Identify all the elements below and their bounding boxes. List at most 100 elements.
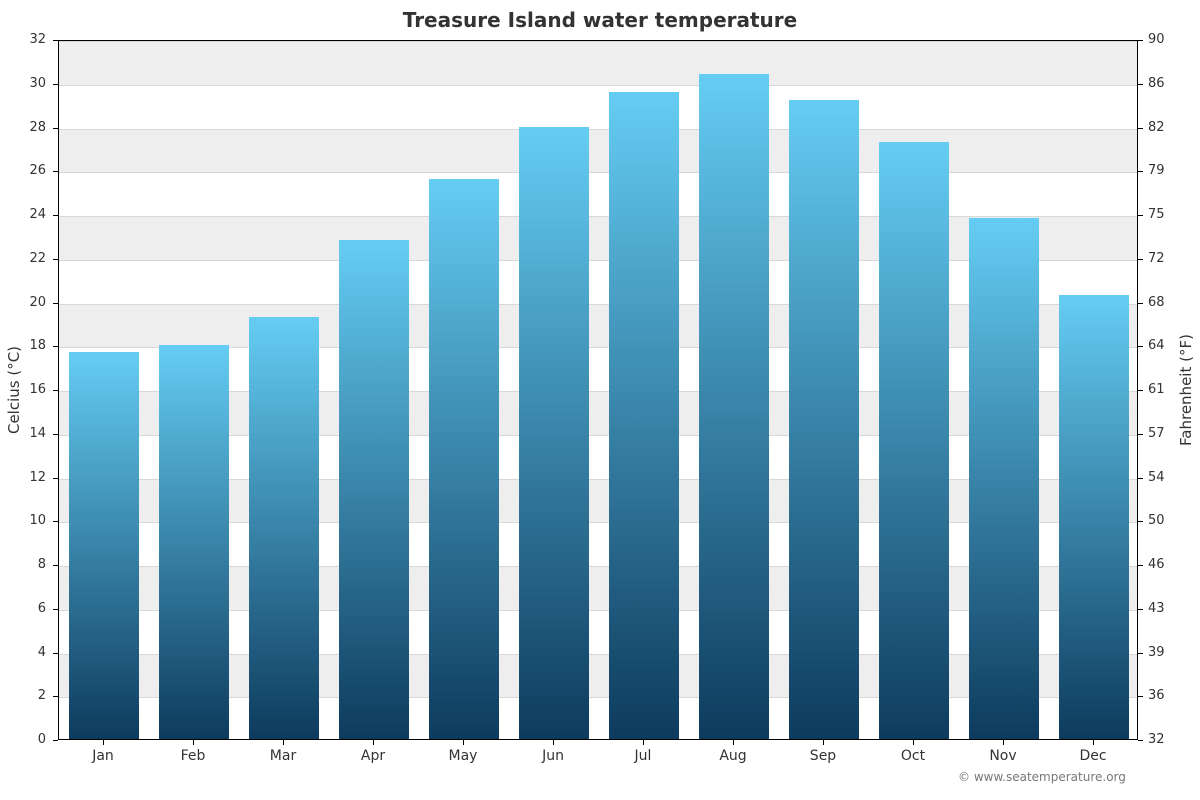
ytick-left: 14 [0,427,46,440]
ytick-left: 30 [0,77,46,90]
ytick-right: 43 [1148,602,1165,615]
ytick-left: 8 [0,558,46,571]
xtick: Oct [901,748,925,764]
y-axis-right-label: Fahrenheit (°F) [1177,334,1195,446]
grid-line [59,172,1138,173]
tickmark-right [1138,653,1143,654]
ytick-right: 32 [1148,733,1165,746]
ytick-right: 72 [1148,252,1165,265]
tickmark-right [1138,696,1143,697]
chart-credit: © www.seatemperature.org [958,770,1126,784]
ytick-right: 61 [1148,383,1165,396]
bar-aug [699,74,769,739]
ytick-left: 22 [0,252,46,265]
tickmark-left [53,434,58,435]
tickmark-right [1138,565,1143,566]
tickmark-left [53,215,58,216]
tickmark-right [1138,390,1143,391]
ytick-right: 79 [1148,164,1165,177]
tickmark-left [53,84,58,85]
xtick: Dec [1079,748,1106,764]
ytick-left: 10 [0,514,46,527]
grid-line [59,85,1138,86]
ytick-left: 28 [0,121,46,134]
ytick-left: 6 [0,602,46,615]
tickmark-bottom [913,740,914,745]
tickmark-right [1138,215,1143,216]
tickmark-bottom [283,740,284,745]
xtick: Feb [181,748,206,764]
tickmark-left [53,696,58,697]
bar-nov [969,218,1039,739]
ytick-right: 86 [1148,77,1165,90]
xtick: Nov [989,748,1016,764]
tickmark-right [1138,259,1143,260]
xtick: Sep [810,748,836,764]
ytick-right: 57 [1148,427,1165,440]
tickmark-bottom [1093,740,1094,745]
tickmark-bottom [643,740,644,745]
tickmark-right [1138,171,1143,172]
grid-line [59,216,1138,217]
xtick: Jul [635,748,652,764]
tickmark-left [53,478,58,479]
xtick: Mar [270,748,296,764]
tickmark-bottom [373,740,374,745]
ytick-left: 16 [0,383,46,396]
ytick-left: 20 [0,296,46,309]
tickmark-left [53,740,58,741]
chart-container: { "chart": { "type": "bar", "title": "Tr… [0,0,1200,800]
ytick-left: 4 [0,646,46,659]
ytick-right: 46 [1148,558,1165,571]
bar-mar [249,317,319,739]
ytick-left: 0 [0,733,46,746]
ytick-right: 68 [1148,296,1165,309]
tickmark-left [53,346,58,347]
ytick-left: 12 [0,471,46,484]
tickmark-right [1138,40,1143,41]
ytick-right: 64 [1148,339,1165,352]
tickmark-left [53,565,58,566]
tickmark-right [1138,128,1143,129]
tickmark-right [1138,740,1143,741]
xtick: Aug [719,748,746,764]
grid-band [59,41,1138,85]
bar-apr [339,240,409,739]
xtick: Jun [542,748,564,764]
tickmark-left [53,653,58,654]
xtick: May [449,748,478,764]
xtick: Apr [361,748,385,764]
tickmark-right [1138,521,1143,522]
tickmark-left [53,40,58,41]
grid-line [59,129,1138,130]
bar-sep [789,100,859,739]
ytick-left: 26 [0,164,46,177]
ytick-right: 50 [1148,514,1165,527]
ytick-right: 75 [1148,208,1165,221]
tickmark-bottom [733,740,734,745]
bar-oct [879,142,949,739]
tickmark-bottom [193,740,194,745]
tickmark-left [53,390,58,391]
tickmark-bottom [553,740,554,745]
ytick-right: 54 [1148,471,1165,484]
grid-band [59,129,1138,173]
tickmark-right [1138,478,1143,479]
tickmark-right [1138,84,1143,85]
chart-title: Treasure Island water temperature [0,8,1200,32]
tickmark-bottom [463,740,464,745]
tickmark-left [53,128,58,129]
ytick-right: 36 [1148,689,1165,702]
bar-jun [519,127,589,740]
xtick: Jan [92,748,114,764]
ytick-left: 32 [0,33,46,46]
bar-may [429,179,499,739]
bar-jul [609,92,679,740]
plot-right-border [1137,41,1138,739]
tickmark-right [1138,434,1143,435]
bar-dec [1059,295,1129,739]
ytick-left: 24 [0,208,46,221]
tickmark-bottom [823,740,824,745]
ytick-right: 82 [1148,121,1165,134]
grid-line [59,41,1138,42]
